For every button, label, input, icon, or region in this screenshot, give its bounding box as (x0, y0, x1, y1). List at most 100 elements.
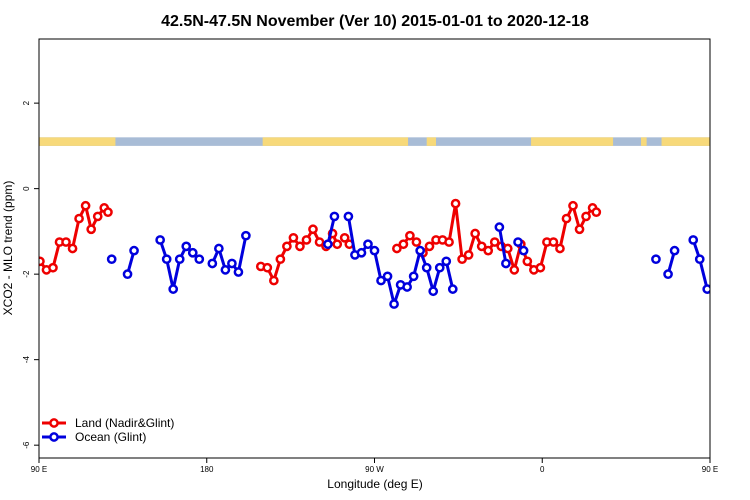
data-point (288, 232, 299, 243)
data-point (376, 275, 386, 286)
data-point (405, 230, 415, 241)
x-tick-label: 90 W (365, 465, 384, 474)
surface-land-segment (531, 137, 614, 146)
data-point (308, 224, 318, 235)
data-point (207, 258, 218, 269)
legend-label: Ocean (Glint) (75, 430, 146, 444)
legend-label: Land (Nadir&Glint) (75, 416, 174, 430)
data-point (651, 254, 661, 265)
data-point (80, 200, 91, 211)
data-point (92, 211, 103, 222)
data-point (501, 258, 511, 269)
data-point (339, 232, 350, 243)
data-point (161, 254, 172, 265)
data-point (356, 247, 367, 258)
data-point (702, 284, 710, 294)
data-point (103, 207, 113, 218)
data-point (581, 211, 591, 222)
data-point (194, 254, 205, 265)
data-point (241, 230, 251, 241)
data-point (389, 299, 399, 309)
data-point (411, 237, 422, 247)
data-point (332, 239, 343, 250)
data-point (408, 271, 419, 282)
data-point (694, 254, 705, 265)
data-point (314, 237, 325, 247)
series-ocean (106, 211, 710, 309)
y-axis-label: XCO2 - MLO trend (ppm) (1, 181, 15, 316)
data-point (382, 271, 393, 282)
data-point (509, 265, 520, 275)
series-line (691, 239, 709, 290)
y-tick-label: 2 (22, 100, 31, 105)
data-point (424, 241, 435, 252)
surface-land-segment (39, 137, 116, 146)
y-tick-label: -6 (22, 441, 31, 449)
data-point (663, 269, 673, 280)
legend-item: Ocean (Glint) (42, 430, 146, 444)
data-point (669, 245, 680, 256)
data-point (444, 237, 454, 247)
data-point (522, 256, 533, 267)
data-point (282, 241, 292, 252)
data-point (269, 275, 279, 286)
data-point (434, 262, 445, 273)
data-point (48, 262, 58, 273)
data-point (457, 254, 467, 265)
series-line (260, 227, 339, 283)
data-point (402, 282, 412, 292)
data-point (421, 262, 432, 273)
data-point (129, 245, 139, 256)
data-point (74, 213, 84, 224)
data-point (568, 200, 578, 211)
data-point (323, 239, 333, 250)
data-point (470, 228, 480, 239)
data-point (688, 235, 699, 245)
data-point (86, 224, 97, 235)
data-point (415, 245, 426, 256)
data-point (155, 235, 166, 245)
x-tick-label: 90 E (702, 465, 718, 474)
data-point (122, 269, 133, 280)
data-point (561, 213, 572, 224)
legend: Land (Nadir&Glint)Ocean (Glint) (42, 416, 174, 444)
surface-land-segment (262, 137, 409, 146)
data-point (233, 267, 244, 277)
data-point (39, 256, 45, 267)
legend-marker (49, 432, 59, 442)
data-point (174, 254, 185, 265)
data-point (295, 241, 305, 252)
data-point (329, 211, 340, 222)
y-axis: 2 0 -2 -4 -6 (22, 100, 39, 449)
chart-title: 42.5N-47.5N November (Ver 10) 2015-01-01… (161, 13, 589, 30)
x-axis-label: Longitude (deg E) (327, 477, 422, 491)
series-line (396, 202, 598, 272)
data-point (489, 237, 500, 247)
y-tick-label: -4 (22, 356, 31, 364)
data-point (187, 247, 198, 258)
series-line (158, 239, 201, 291)
data-point (447, 284, 458, 294)
legend-marker (49, 418, 59, 428)
legend-item: Land (Nadir&Glint) (42, 416, 174, 430)
data-point (392, 243, 402, 254)
data-point (220, 265, 231, 275)
data-point (574, 224, 585, 235)
x-tick-label: 0 (540, 465, 545, 474)
data-point (494, 222, 505, 232)
data-point (502, 243, 513, 254)
surface-land-segment (641, 137, 647, 146)
data-point (398, 239, 409, 250)
series-layer (39, 198, 710, 309)
data-point (513, 237, 523, 247)
data-point (591, 207, 602, 218)
data-point (450, 198, 461, 209)
data-point (227, 258, 237, 269)
data-point (441, 256, 452, 267)
y-tick-label: 0 (22, 186, 31, 191)
data-point (476, 241, 487, 252)
data-point (61, 237, 71, 247)
data-point (428, 286, 439, 297)
data-point (548, 237, 559, 247)
